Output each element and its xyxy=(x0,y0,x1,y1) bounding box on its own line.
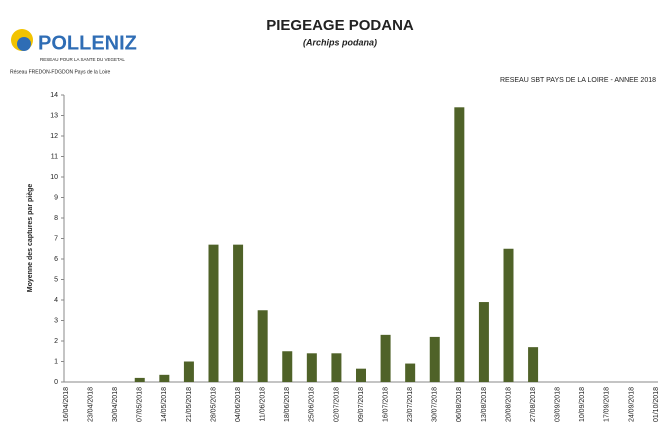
bar xyxy=(257,310,268,382)
x-tick-label: 17/09/2018 xyxy=(604,387,611,422)
x-tick-label: 27/08/2018 xyxy=(530,387,537,422)
x-tick-label: 07/05/2018 xyxy=(137,387,144,422)
logo-tagline: RESEAU POUR LA SANTE DU VEGETAL xyxy=(40,57,125,62)
y-tick-label: 4 xyxy=(54,297,58,304)
bar xyxy=(306,353,317,382)
bar xyxy=(429,336,440,382)
x-tick-label: 30/04/2018 xyxy=(112,387,119,422)
x-tick-label: 23/04/2018 xyxy=(87,387,94,422)
y-tick-label: 8 xyxy=(54,215,58,222)
y-axis-label: Moyenne des captures par piège xyxy=(27,184,34,293)
logo-icon xyxy=(17,37,31,51)
x-tick-label: 16/04/2018 xyxy=(63,387,70,422)
bar xyxy=(454,107,465,383)
x-tick-label: 14/05/2018 xyxy=(161,387,168,422)
x-tick-label: 11/06/2018 xyxy=(260,387,267,422)
y-tick-label: 0 xyxy=(54,379,58,386)
bar xyxy=(282,351,293,382)
logo-network: Réseau FREDON-FDGDON Pays de la Loire xyxy=(10,69,111,75)
x-tick-label: 20/08/2018 xyxy=(505,387,512,422)
bar xyxy=(134,377,145,382)
bar xyxy=(380,334,391,382)
logo: POLLENIZ RESEAU POUR LA SANTE DU VEGETAL… xyxy=(10,29,137,75)
logo-name: POLLENIZ xyxy=(38,32,137,54)
x-tick-label: 13/08/2018 xyxy=(481,387,488,422)
y-tick-label: 5 xyxy=(54,276,58,283)
x-tick-label: 09/07/2018 xyxy=(358,387,365,422)
bar xyxy=(356,368,366,382)
y-tick-label: 11 xyxy=(51,153,58,160)
annotation: RESEAU SBT PAYS DE LA LOIRE - ANNEE 2018 xyxy=(500,77,656,84)
bar xyxy=(159,374,170,382)
y-tick-label: 1 xyxy=(54,358,58,365)
y-tick-label: 9 xyxy=(54,194,58,201)
x-tick-label: 04/06/2018 xyxy=(235,387,242,422)
x-tick-label: 03/09/2018 xyxy=(555,387,562,422)
chart-title: PIEGEAGE PODANA xyxy=(266,17,414,34)
x-tick-label: 06/08/2018 xyxy=(456,387,463,422)
x-tick-label: 28/05/2018 xyxy=(210,387,217,422)
y-tick-label: 13 xyxy=(50,112,58,119)
x-tick-label: 30/07/2018 xyxy=(432,387,439,422)
x-tick-label: 21/05/2018 xyxy=(186,387,193,422)
bar xyxy=(503,248,514,382)
y-tick-label: 6 xyxy=(54,256,58,263)
y-tick-label: 10 xyxy=(50,174,58,181)
x-tick-label: 23/07/2018 xyxy=(407,387,414,422)
x-tick-label: 02/07/2018 xyxy=(333,387,340,422)
y-tick-label: 14 xyxy=(50,92,58,99)
y-tick-label: 2 xyxy=(54,338,58,345)
bar xyxy=(183,361,194,382)
y-tick-label: 12 xyxy=(50,133,58,140)
x-tick-label: 18/06/2018 xyxy=(284,387,291,422)
x-tick-label: 24/09/2018 xyxy=(628,387,635,422)
bar xyxy=(233,244,244,382)
chart-subtitle: (Archips podana) xyxy=(303,37,377,47)
bar xyxy=(331,353,342,382)
bar xyxy=(208,244,219,382)
y-tick-label: 3 xyxy=(54,317,58,324)
bar xyxy=(405,363,416,382)
x-tick-label: 10/09/2018 xyxy=(579,387,586,422)
x-tick-label: 16/07/2018 xyxy=(382,387,389,422)
x-tick-label: 01/10/2018 xyxy=(653,387,660,422)
bar xyxy=(478,302,489,382)
y-tick-label: 7 xyxy=(54,235,58,242)
x-tick-label: 25/06/2018 xyxy=(309,387,316,422)
bar xyxy=(528,347,539,382)
